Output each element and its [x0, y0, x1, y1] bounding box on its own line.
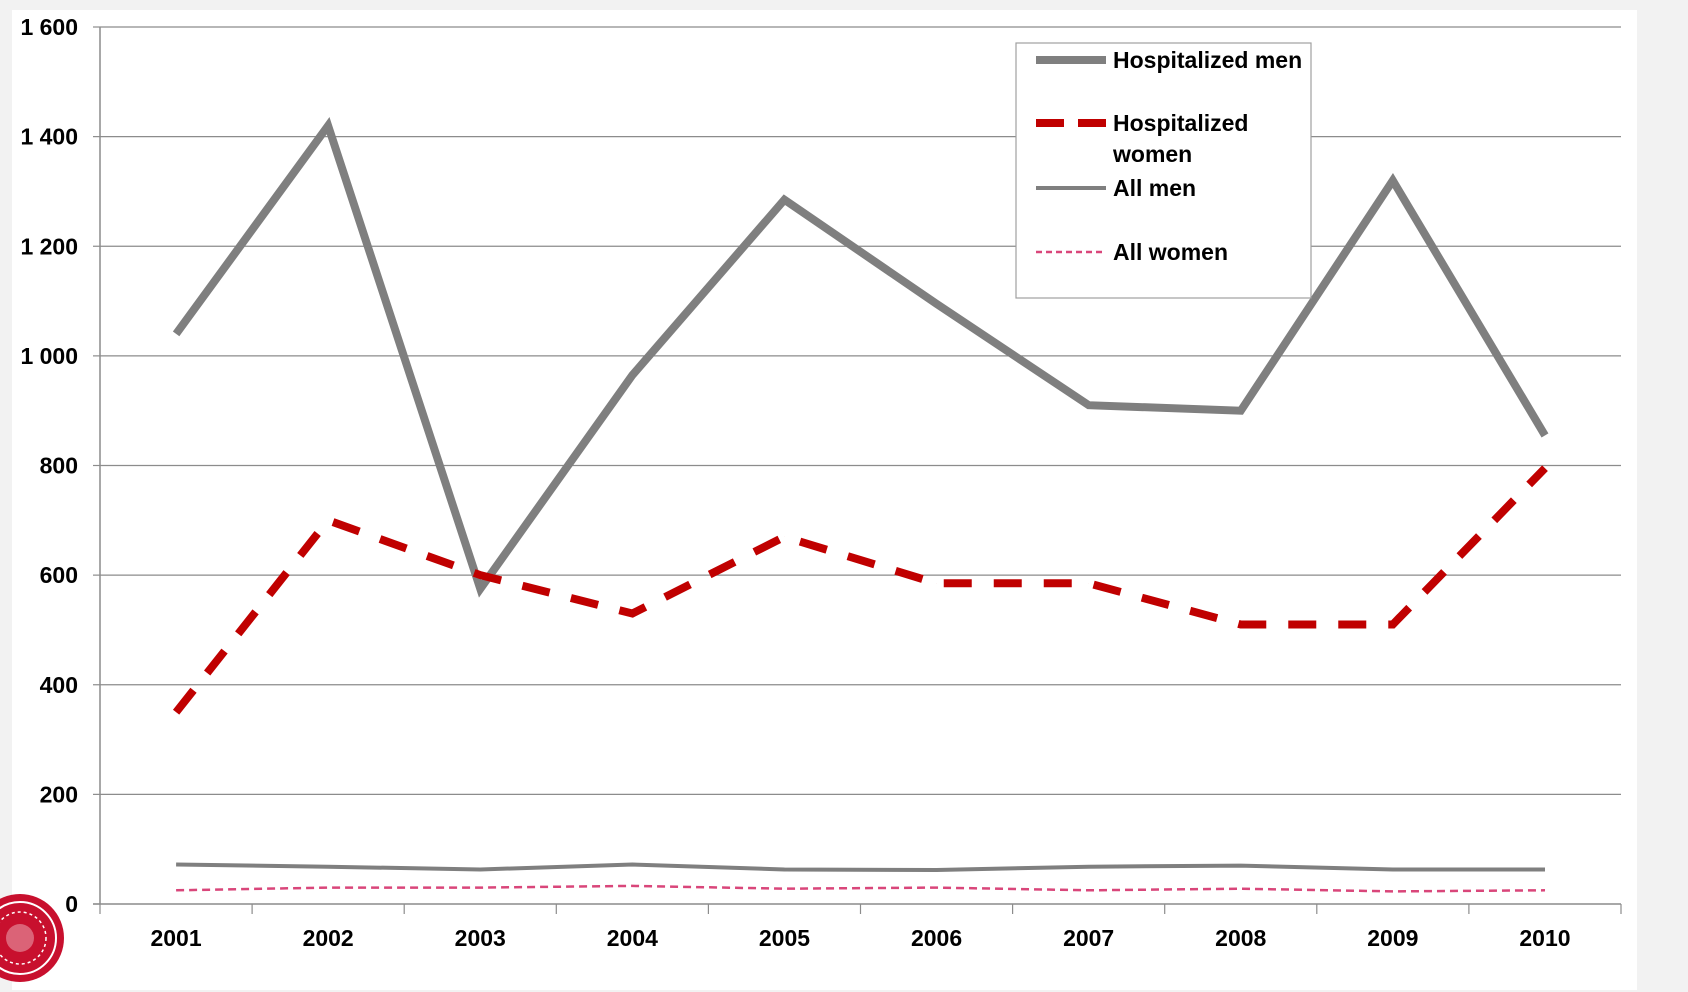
- x-tick-label: 2006: [911, 925, 962, 951]
- series-line: [176, 862, 1545, 873]
- series-line: [172, 117, 1549, 598]
- legend-label: women: [1112, 141, 1192, 167]
- x-tick-label: 2001: [150, 925, 201, 951]
- x-tick-label: 2002: [303, 925, 354, 951]
- y-axis-tick-labels: 0 200 400 600 800 1 000 1 200 1 400 1 600: [20, 14, 78, 917]
- y-tick-label: 1 600: [20, 14, 78, 40]
- legend: Hospitalized men Hospitalized women All men…: [1015, 42, 1312, 299]
- legend-label: Hospitalized men: [1113, 47, 1302, 73]
- plot-background: [12, 10, 1637, 990]
- y-tick-label: 1 200: [20, 233, 78, 259]
- x-tick-label: 2008: [1215, 925, 1266, 951]
- x-tick-label: 2004: [607, 925, 658, 951]
- x-tick-label: 2005: [759, 925, 810, 951]
- legend-label: Hospitalized: [1113, 110, 1248, 136]
- legend-label: All men: [1113, 175, 1196, 201]
- y-tick-label: 0: [65, 891, 78, 917]
- legend-label: All women: [1113, 239, 1228, 265]
- y-tick-label: 1 400: [20, 124, 78, 150]
- series-lines: [172, 117, 1549, 893]
- legend-box: [1015, 42, 1312, 299]
- y-tick-label: 800: [40, 453, 78, 479]
- gridlines: [100, 26, 1621, 795]
- x-tick-label: 2010: [1519, 925, 1570, 951]
- x-axis-tick-labels: 2001 2002 2003 2004 2005 2006 2007 2008 2009 2010: [150, 925, 1570, 951]
- y-tick-label: 200: [40, 781, 78, 807]
- y-tick-label: 1 000: [20, 343, 78, 369]
- university-seal-logo: [0, 894, 64, 982]
- x-tick-label: 2007: [1063, 925, 1114, 951]
- x-tick-label: 2009: [1367, 925, 1418, 951]
- series-line: [176, 884, 1546, 893]
- axes: [93, 26, 1622, 914]
- x-tick-label: 2003: [455, 925, 506, 951]
- y-tick-label: 400: [40, 672, 78, 698]
- y-tick-label: 600: [40, 562, 78, 588]
- series-line: [172, 465, 1548, 715]
